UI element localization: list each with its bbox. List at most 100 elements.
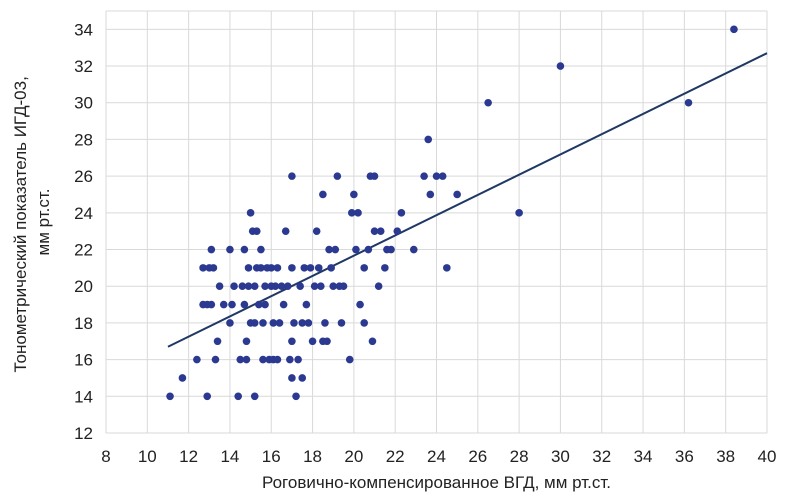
data-point bbox=[211, 355, 220, 364]
data-point bbox=[199, 264, 207, 272]
data-point bbox=[298, 374, 307, 382]
data-point bbox=[317, 282, 325, 291]
y-tick-label: 20 bbox=[74, 277, 93, 296]
x-tick-label: 32 bbox=[592, 447, 611, 466]
data-point bbox=[250, 319, 259, 327]
x-tick-label: 24 bbox=[427, 447, 446, 466]
data-point bbox=[300, 264, 309, 272]
x-tick-label: 10 bbox=[138, 447, 157, 466]
data-point bbox=[261, 300, 269, 309]
data-point bbox=[381, 264, 389, 272]
x-tick-label: 22 bbox=[386, 447, 405, 466]
data-point bbox=[420, 172, 428, 180]
data-point bbox=[226, 319, 234, 327]
data-point bbox=[228, 300, 236, 309]
data-point bbox=[275, 319, 284, 327]
y-tick-label: 24 bbox=[74, 204, 93, 223]
data-point bbox=[345, 355, 354, 364]
data-point bbox=[360, 319, 369, 327]
data-point bbox=[290, 319, 298, 327]
data-point bbox=[226, 245, 234, 254]
data-point bbox=[684, 98, 693, 107]
data-point bbox=[438, 172, 447, 180]
data-point bbox=[238, 282, 247, 291]
data-point bbox=[432, 172, 441, 180]
data-point bbox=[409, 245, 418, 254]
data-point bbox=[397, 209, 406, 217]
data-point bbox=[242, 355, 251, 364]
data-point bbox=[236, 355, 245, 364]
data-point bbox=[374, 282, 383, 291]
x-tick-label: 26 bbox=[468, 447, 487, 466]
data-point bbox=[257, 245, 265, 254]
data-point bbox=[314, 264, 323, 272]
data-point bbox=[209, 264, 218, 272]
data-point bbox=[364, 245, 373, 254]
data-point bbox=[319, 190, 327, 199]
data-point bbox=[178, 374, 187, 382]
data-point bbox=[368, 337, 377, 346]
data-point bbox=[387, 245, 395, 254]
data-point bbox=[298, 319, 307, 327]
data-point bbox=[286, 355, 294, 364]
x-tick-label: 8 bbox=[101, 447, 110, 466]
data-point bbox=[348, 209, 356, 217]
x-tick-label: 38 bbox=[716, 447, 735, 466]
y-tick-label: 26 bbox=[74, 167, 93, 186]
x-tick-label: 34 bbox=[634, 447, 653, 466]
data-point bbox=[271, 282, 280, 291]
x-tick-label: 14 bbox=[220, 447, 239, 466]
data-point bbox=[279, 300, 288, 309]
data-point bbox=[370, 172, 379, 180]
data-point bbox=[257, 264, 265, 272]
data-point bbox=[370, 227, 379, 235]
data-point bbox=[339, 282, 348, 291]
data-point bbox=[213, 337, 222, 346]
data-point bbox=[261, 282, 269, 291]
data-point bbox=[288, 264, 296, 272]
y-tick-label: 32 bbox=[74, 57, 93, 76]
x-tick-labels: 8 10 12 14 16 18 20 22 24 26 28 30 32 34 36 38 40 bbox=[101, 447, 776, 466]
y-tick-label: 30 bbox=[74, 94, 93, 113]
data-point bbox=[292, 392, 300, 401]
data-point bbox=[325, 245, 333, 254]
data-point bbox=[424, 135, 433, 144]
data-point bbox=[283, 282, 292, 291]
y-tick-label: 12 bbox=[74, 424, 93, 443]
x-tick-label: 30 bbox=[551, 447, 570, 466]
data-point bbox=[331, 245, 340, 254]
y-tick-label: 14 bbox=[74, 387, 93, 406]
data-points bbox=[166, 25, 738, 401]
data-point bbox=[273, 264, 282, 272]
data-point bbox=[215, 282, 224, 291]
data-point bbox=[250, 282, 259, 291]
data-point bbox=[327, 264, 335, 272]
x-tick-label: 18 bbox=[303, 447, 322, 466]
data-point bbox=[234, 392, 242, 401]
x-tick-label: 28 bbox=[510, 447, 529, 466]
data-point bbox=[259, 355, 267, 364]
data-point bbox=[556, 62, 565, 70]
data-point bbox=[356, 300, 364, 309]
data-point bbox=[267, 264, 276, 272]
data-point bbox=[246, 209, 255, 217]
data-point bbox=[203, 392, 212, 401]
data-point bbox=[306, 264, 315, 272]
y-tick-label: 16 bbox=[74, 351, 93, 370]
gridlines bbox=[105, 10, 768, 434]
data-point bbox=[294, 355, 302, 364]
data-point bbox=[312, 227, 321, 235]
y-tick-label: 22 bbox=[74, 241, 93, 260]
data-point bbox=[333, 172, 342, 180]
trendline-group bbox=[167, 52, 768, 348]
y-tick-label: 28 bbox=[74, 130, 93, 149]
data-point bbox=[350, 190, 358, 199]
y-tick-labels: 12 14 16 18 20 22 24 26 28 30 32 34 bbox=[74, 20, 93, 443]
data-point bbox=[443, 264, 451, 272]
data-point bbox=[288, 172, 296, 180]
data-point bbox=[352, 245, 360, 254]
data-point bbox=[219, 300, 228, 309]
data-point bbox=[244, 282, 253, 291]
